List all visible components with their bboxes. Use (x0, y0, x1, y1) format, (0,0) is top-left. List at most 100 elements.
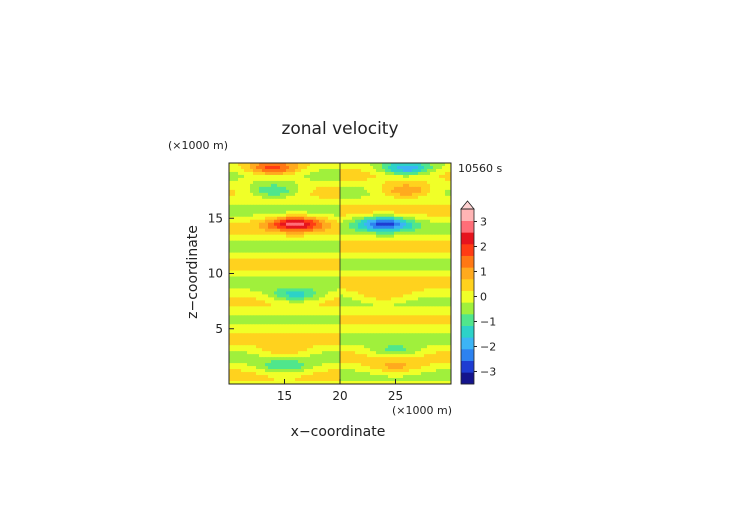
heatmap-cell (343, 264, 347, 268)
heatmap-cell (346, 216, 350, 221)
heatmap-cell (283, 192, 287, 197)
heatmap-cell (382, 249, 386, 253)
heatmap-cell (289, 348, 293, 352)
heatmap-cell (229, 210, 233, 215)
heatmap-cell (442, 294, 446, 298)
heatmap-cell (235, 219, 239, 224)
heatmap-cell (406, 333, 410, 337)
heatmap-cell (307, 171, 311, 176)
heatmap-cell (373, 261, 377, 265)
heatmap-cell (334, 225, 338, 230)
heatmap-cell (304, 210, 308, 215)
heatmap-cell (361, 246, 365, 251)
heatmap-cell (313, 189, 317, 194)
heatmap-cell (268, 330, 272, 334)
heatmap-cell (427, 288, 431, 292)
heatmap-cell (385, 291, 389, 295)
heatmap-cell (238, 273, 242, 277)
heatmap-cell (406, 219, 410, 224)
heatmap-cell (283, 291, 287, 295)
heatmap-cell (322, 351, 326, 355)
heatmap-cell (232, 321, 236, 325)
heatmap-cell (331, 315, 335, 319)
heatmap-cell (391, 294, 395, 298)
heatmap-cell (388, 312, 392, 316)
heatmap-cell (238, 264, 242, 268)
heatmap-cell (313, 315, 317, 319)
heatmap-cell (301, 165, 305, 170)
heatmap-cell (304, 216, 308, 221)
heatmap-cell (424, 210, 428, 215)
heatmap-cell (271, 225, 275, 230)
heatmap-cell (388, 189, 392, 194)
heatmap-cell (445, 246, 449, 251)
heatmap-cell (295, 276, 299, 280)
heatmap-cell (361, 180, 365, 185)
heatmap-cell (385, 240, 389, 245)
heatmap-cell (379, 234, 383, 239)
heatmap-cell (250, 219, 254, 224)
heatmap-cell (238, 222, 242, 227)
heatmap-cell (430, 303, 434, 307)
heatmap-cell (271, 297, 275, 301)
heatmap-cell (352, 243, 356, 248)
heatmap-cell (442, 195, 446, 200)
heatmap-cell (289, 345, 293, 349)
heatmap-cell (409, 252, 413, 256)
heatmap-cell (232, 306, 236, 310)
heatmap-cell (370, 171, 374, 176)
heatmap-cell (247, 252, 251, 256)
heatmap-cell (364, 258, 368, 262)
heatmap-cell (382, 228, 386, 233)
heatmap-cell (301, 270, 305, 274)
heatmap-cell (310, 276, 314, 280)
heatmap-cell (319, 297, 323, 301)
heatmap-cell (301, 357, 305, 361)
heatmap-cell (430, 252, 434, 256)
heatmap-cell (361, 276, 365, 280)
heatmap-cell (313, 333, 317, 337)
heatmap-cell (319, 258, 323, 262)
heatmap-cell (379, 264, 383, 268)
heatmap-cell (364, 264, 368, 268)
heatmap-cell (283, 198, 287, 203)
heatmap-cell (274, 189, 278, 194)
heatmap-cell (241, 237, 245, 242)
heatmap-cell (298, 165, 302, 170)
heatmap-cell (244, 231, 248, 236)
heatmap-cell (319, 303, 323, 307)
heatmap-cell (235, 330, 239, 334)
heatmap-cell (235, 285, 239, 289)
heatmap-cell (373, 324, 377, 328)
heatmap-cell (376, 288, 380, 292)
heatmap-cell (367, 342, 371, 346)
heatmap-cell (241, 318, 245, 322)
heatmap-cell (415, 216, 419, 221)
heatmap-cell (313, 213, 317, 218)
heatmap-cell (376, 189, 380, 194)
heatmap-cell (265, 234, 269, 239)
heatmap-cell (256, 234, 260, 239)
heatmap-cell (298, 267, 302, 271)
heatmap-cell (286, 234, 290, 239)
heatmap-cell (232, 228, 236, 233)
heatmap-cell (325, 345, 329, 349)
heatmap-cell (391, 318, 395, 322)
heatmap-cell (256, 336, 260, 340)
heatmap-cell (280, 237, 284, 242)
heatmap-cell (400, 225, 404, 230)
heatmap-cell (364, 231, 368, 236)
heatmap-cell (406, 285, 410, 289)
heatmap-cell (301, 345, 305, 349)
heatmap-cell (241, 300, 245, 304)
heatmap-cell (322, 324, 326, 328)
heatmap-cell (394, 288, 398, 292)
heatmap-cell (397, 324, 401, 328)
heatmap-cell (391, 336, 395, 340)
heatmap-cell (388, 276, 392, 280)
heatmap-cell (241, 261, 245, 265)
heatmap-cell (364, 165, 368, 170)
heatmap-cell (433, 315, 437, 319)
heatmap-cell (358, 252, 362, 256)
heatmap-cell (301, 321, 305, 325)
